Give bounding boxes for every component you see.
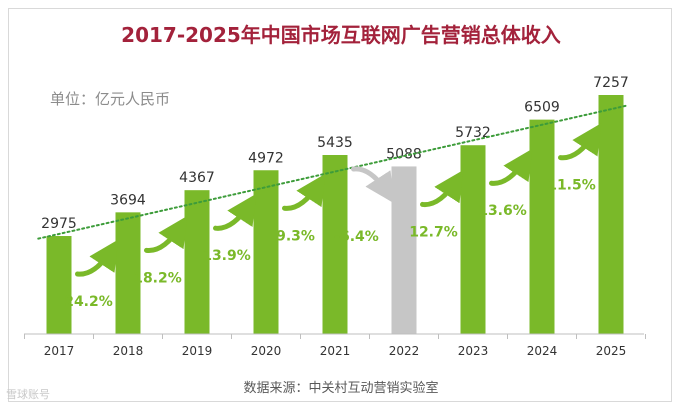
chart-frame [8, 8, 672, 402]
growth-label-2: 13.9% [202, 248, 251, 264]
x-tick-label-2024: 2024 [527, 344, 558, 358]
x-tick-label-2020: 2020 [251, 344, 282, 358]
growth-label-7: 11.5% [547, 178, 596, 194]
bar-2017 [46, 236, 72, 334]
value-label-2023: 5732 [455, 125, 491, 141]
growth-arrow-5 [420, 169, 464, 207]
watermark: 雪球账号 [6, 388, 50, 401]
growth-arrow-6 [489, 148, 533, 186]
x-tick-label-2023: 2023 [458, 344, 489, 358]
growth-label-5: 12.7% [409, 224, 458, 240]
growth-label-3: 9.3% [276, 228, 315, 244]
source-note: 数据来源：中关村互动营销实验室 [243, 380, 438, 396]
growth-label-1: 18.2% [133, 270, 182, 286]
bar-2022 [391, 166, 417, 334]
value-label-2020: 4972 [248, 150, 284, 166]
growth-arrow-1 [144, 215, 188, 253]
x-tick-label-2021: 2021 [320, 344, 351, 358]
unit-label: 单位：亿元人民币 [50, 90, 170, 108]
growth-label-4: -6.4% [334, 229, 379, 245]
trend-line [37, 104, 630, 240]
bar-2019 [184, 190, 210, 334]
bar-2020 [253, 170, 279, 334]
bar-2023 [460, 145, 486, 334]
value-label-2022: 5088 [386, 146, 422, 162]
value-label-2025: 7257 [593, 75, 629, 91]
growth-label-0: 24.2% [64, 294, 113, 310]
x-tick-label-2017: 2017 [44, 344, 75, 358]
growth-arrow-2 [213, 193, 257, 231]
x-tick-label-2019: 2019 [182, 344, 213, 358]
growth-arrow-7 [558, 123, 602, 161]
chart-title: 2017-2025年中国市场互联网广告营销总体收入 [121, 23, 561, 47]
growth-arrow-0 [75, 239, 119, 277]
value-label-2018: 3694 [110, 192, 146, 208]
growth-label-6: 13.6% [478, 203, 527, 219]
value-label-2021: 5435 [317, 135, 353, 151]
value-label-2024: 6509 [524, 100, 560, 116]
x-tick-label-2018: 2018 [113, 344, 144, 358]
growth-arrow-3 [282, 173, 326, 211]
growth-arrow-4 [351, 166, 395, 204]
bar-2024 [529, 119, 555, 334]
value-label-2019: 4367 [179, 170, 215, 186]
value-label-2017: 2975 [41, 216, 77, 232]
x-tick-label-2025: 2025 [596, 344, 627, 358]
bar-2021 [322, 155, 348, 334]
bar-2025 [598, 95, 624, 334]
bar-2018 [115, 212, 141, 334]
x-tick-label-2022: 2022 [389, 344, 420, 358]
